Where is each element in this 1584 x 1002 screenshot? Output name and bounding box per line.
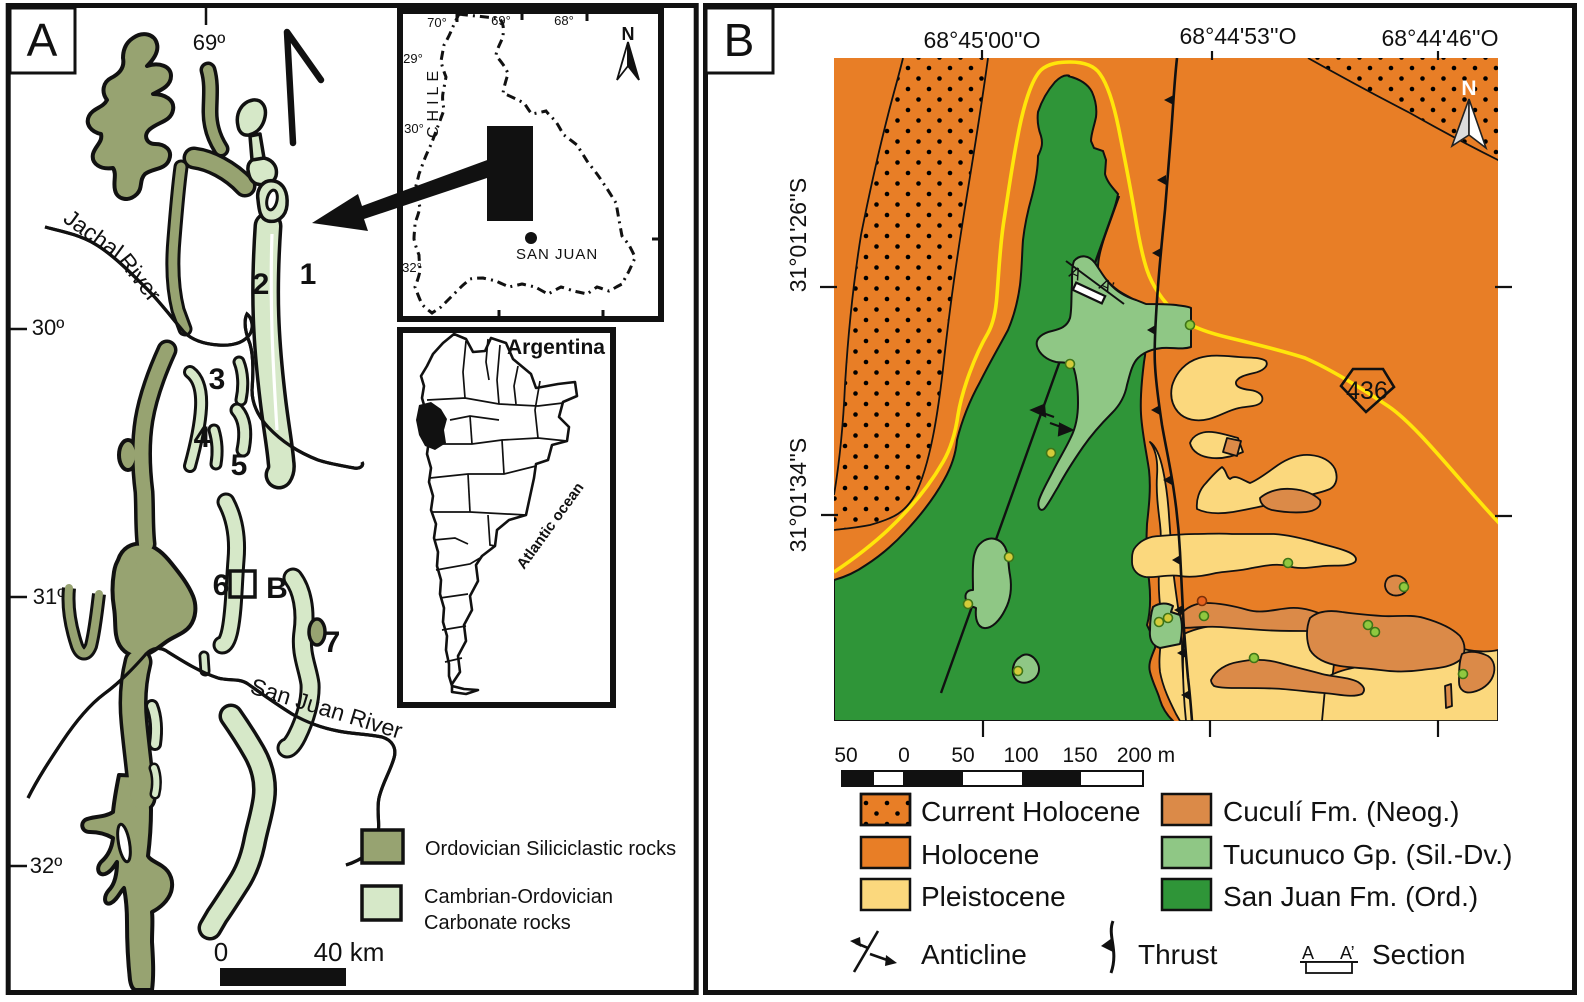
svg-text:Pleistocene: Pleistocene	[921, 881, 1066, 912]
svg-text:B: B	[724, 14, 755, 66]
svg-text:Anticline: Anticline	[921, 939, 1027, 970]
svg-text:N: N	[622, 24, 635, 44]
svg-text:San Juan Fm. (Ord.): San Juan Fm. (Ord.)	[1223, 881, 1478, 912]
svg-text:31°01'34''S: 31°01'34''S	[785, 438, 811, 552]
svg-text:0: 0	[214, 937, 228, 967]
svg-text:Cuculí Fm. (Neog.): Cuculí Fm. (Neog.)	[1223, 796, 1460, 827]
svg-text:Cambrian-Ordovician: Cambrian-Ordovician	[424, 886, 613, 908]
svg-text:68°44'53''O: 68°44'53''O	[1179, 23, 1296, 49]
svg-text:150: 150	[1062, 744, 1097, 767]
svg-text:Tucunuco Gp. (Sil.-Dv.): Tucunuco Gp. (Sil.-Dv.)	[1223, 839, 1512, 870]
svg-text:0: 0	[898, 744, 910, 767]
svg-text:Section: Section	[1372, 939, 1465, 970]
svg-text:69º: 69º	[193, 30, 226, 55]
svg-text:29°: 29°	[403, 51, 423, 66]
svg-text:68°: 68°	[554, 13, 574, 28]
svg-text:2: 2	[253, 268, 270, 301]
svg-text:Carbonate rocks: Carbonate rocks	[424, 912, 571, 934]
svg-text:31°01'26''S: 31°01'26''S	[785, 178, 811, 292]
svg-text:Argentina: Argentina	[507, 336, 605, 359]
svg-text:6: 6	[213, 569, 230, 602]
svg-text:68°45'00''O: 68°45'00''O	[923, 27, 1040, 53]
svg-text:Ordovician Siliciclastic rocks: Ordovician Siliciclastic rocks	[425, 838, 676, 860]
svg-text:100: 100	[1003, 744, 1038, 767]
svg-text:A: A	[1302, 943, 1314, 963]
svg-text:30º: 30º	[32, 315, 65, 340]
svg-text:SAN JUAN: SAN JUAN	[516, 246, 598, 263]
svg-text:4: 4	[194, 421, 211, 454]
svg-text:Holocene: Holocene	[921, 839, 1039, 870]
svg-text:50: 50	[834, 744, 857, 767]
svg-text:B: B	[266, 572, 288, 605]
svg-text:A’: A’	[1340, 943, 1355, 963]
svg-text:30°: 30°	[404, 121, 424, 136]
svg-text:Thrust: Thrust	[1138, 939, 1218, 970]
svg-text:40 km: 40 km	[314, 937, 385, 967]
svg-text:5: 5	[231, 449, 248, 482]
svg-text:3: 3	[209, 363, 226, 396]
svg-text:N: N	[1461, 77, 1476, 100]
svg-text:7: 7	[324, 626, 341, 659]
svg-text:50: 50	[951, 744, 974, 767]
svg-text:68°44'46''O: 68°44'46''O	[1381, 25, 1498, 51]
svg-text:Current Holocene: Current Holocene	[921, 796, 1140, 827]
svg-text:70°: 70°	[427, 15, 447, 30]
svg-text:1: 1	[300, 258, 317, 291]
svg-text:200 m: 200 m	[1117, 744, 1175, 767]
svg-text:32º: 32º	[30, 853, 63, 878]
svg-text:A: A	[27, 14, 58, 66]
svg-text:CHILE: CHILE	[425, 66, 442, 138]
svg-text:31º: 31º	[33, 584, 66, 609]
svg-text:436: 436	[1346, 377, 1388, 405]
svg-text:32°: 32°	[402, 260, 422, 275]
